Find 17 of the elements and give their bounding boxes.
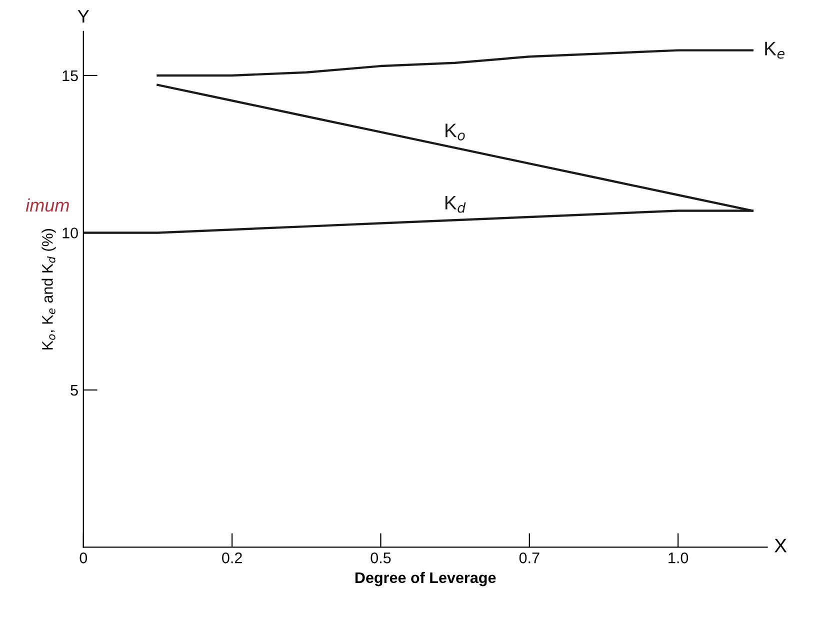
x-axis-title: Degree of Leverage [355,572,496,586]
y-tick-label: 10 [62,228,78,238]
text: X [774,538,787,552]
line-series [156,49,754,77]
y-tick-label: 15 [62,70,78,82]
text: Y [78,10,90,23]
text: imum [26,198,69,212]
x-tick-label: 0.2 [222,552,242,564]
x-tick-label: 0.5 [370,552,391,564]
x-tick-label: 0 [80,552,88,564]
y-axis-title: K$_{o}$, K$_{e}$ and K$_{d}$ (%) [42,228,56,350]
x-tick-label: 0.7 [519,552,540,564]
series-label: K$_{d}$ [445,196,466,213]
series-label: K$_{e}$ [765,42,784,59]
y-tick-label: 5 [70,385,78,396]
series-label: K$_{o}$ [446,124,465,140]
x-tick-label: 1.0 [668,552,688,564]
